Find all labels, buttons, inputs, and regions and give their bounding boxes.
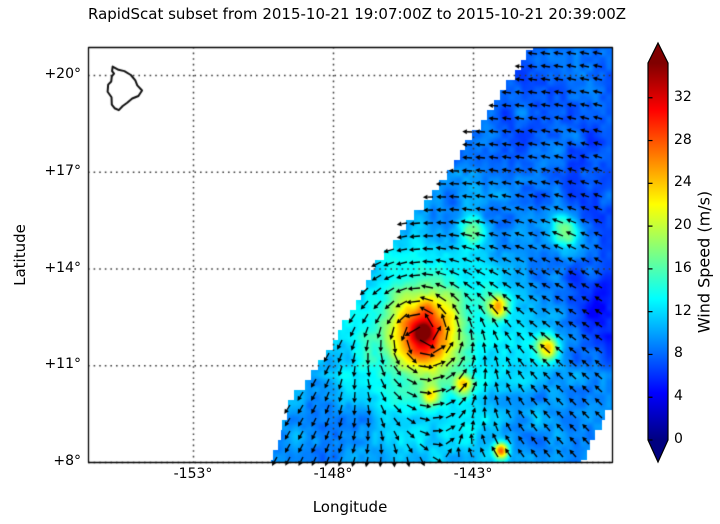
x-tick-label: -143° bbox=[453, 466, 493, 482]
plot-title: RapidScat subset from 2015-10-21 19:07:0… bbox=[88, 5, 627, 23]
colorbar-tick-label: 16 bbox=[674, 259, 692, 276]
x-tick-label: -148° bbox=[313, 466, 353, 482]
colorbar-label: Wind Speed (m/s) bbox=[694, 190, 714, 334]
y-tick-label: +8° bbox=[53, 453, 81, 469]
colorbar-tick-label: 8 bbox=[674, 345, 683, 362]
y-axis-label: Latitude bbox=[11, 224, 29, 286]
y-tick-label: +11° bbox=[44, 356, 81, 373]
y-tick-label: +14° bbox=[44, 259, 81, 276]
colorbar-tick-label: 20 bbox=[674, 217, 692, 234]
colorbar-tick-label: 12 bbox=[674, 302, 692, 319]
colorbar-tick-label: 0 bbox=[674, 431, 683, 447]
x-axis-label: Longitude bbox=[312, 498, 388, 516]
colorbar-tick-label: 24 bbox=[674, 174, 692, 191]
x-tick-label: -153° bbox=[173, 466, 213, 482]
colorbar-tick-label: 32 bbox=[674, 88, 692, 105]
colorbar-tick-label: 4 bbox=[674, 388, 683, 405]
y-tick-label: +20° bbox=[44, 66, 81, 82]
colorbar-tick-label: 28 bbox=[674, 131, 692, 148]
y-tick-label: +17° bbox=[44, 162, 81, 179]
